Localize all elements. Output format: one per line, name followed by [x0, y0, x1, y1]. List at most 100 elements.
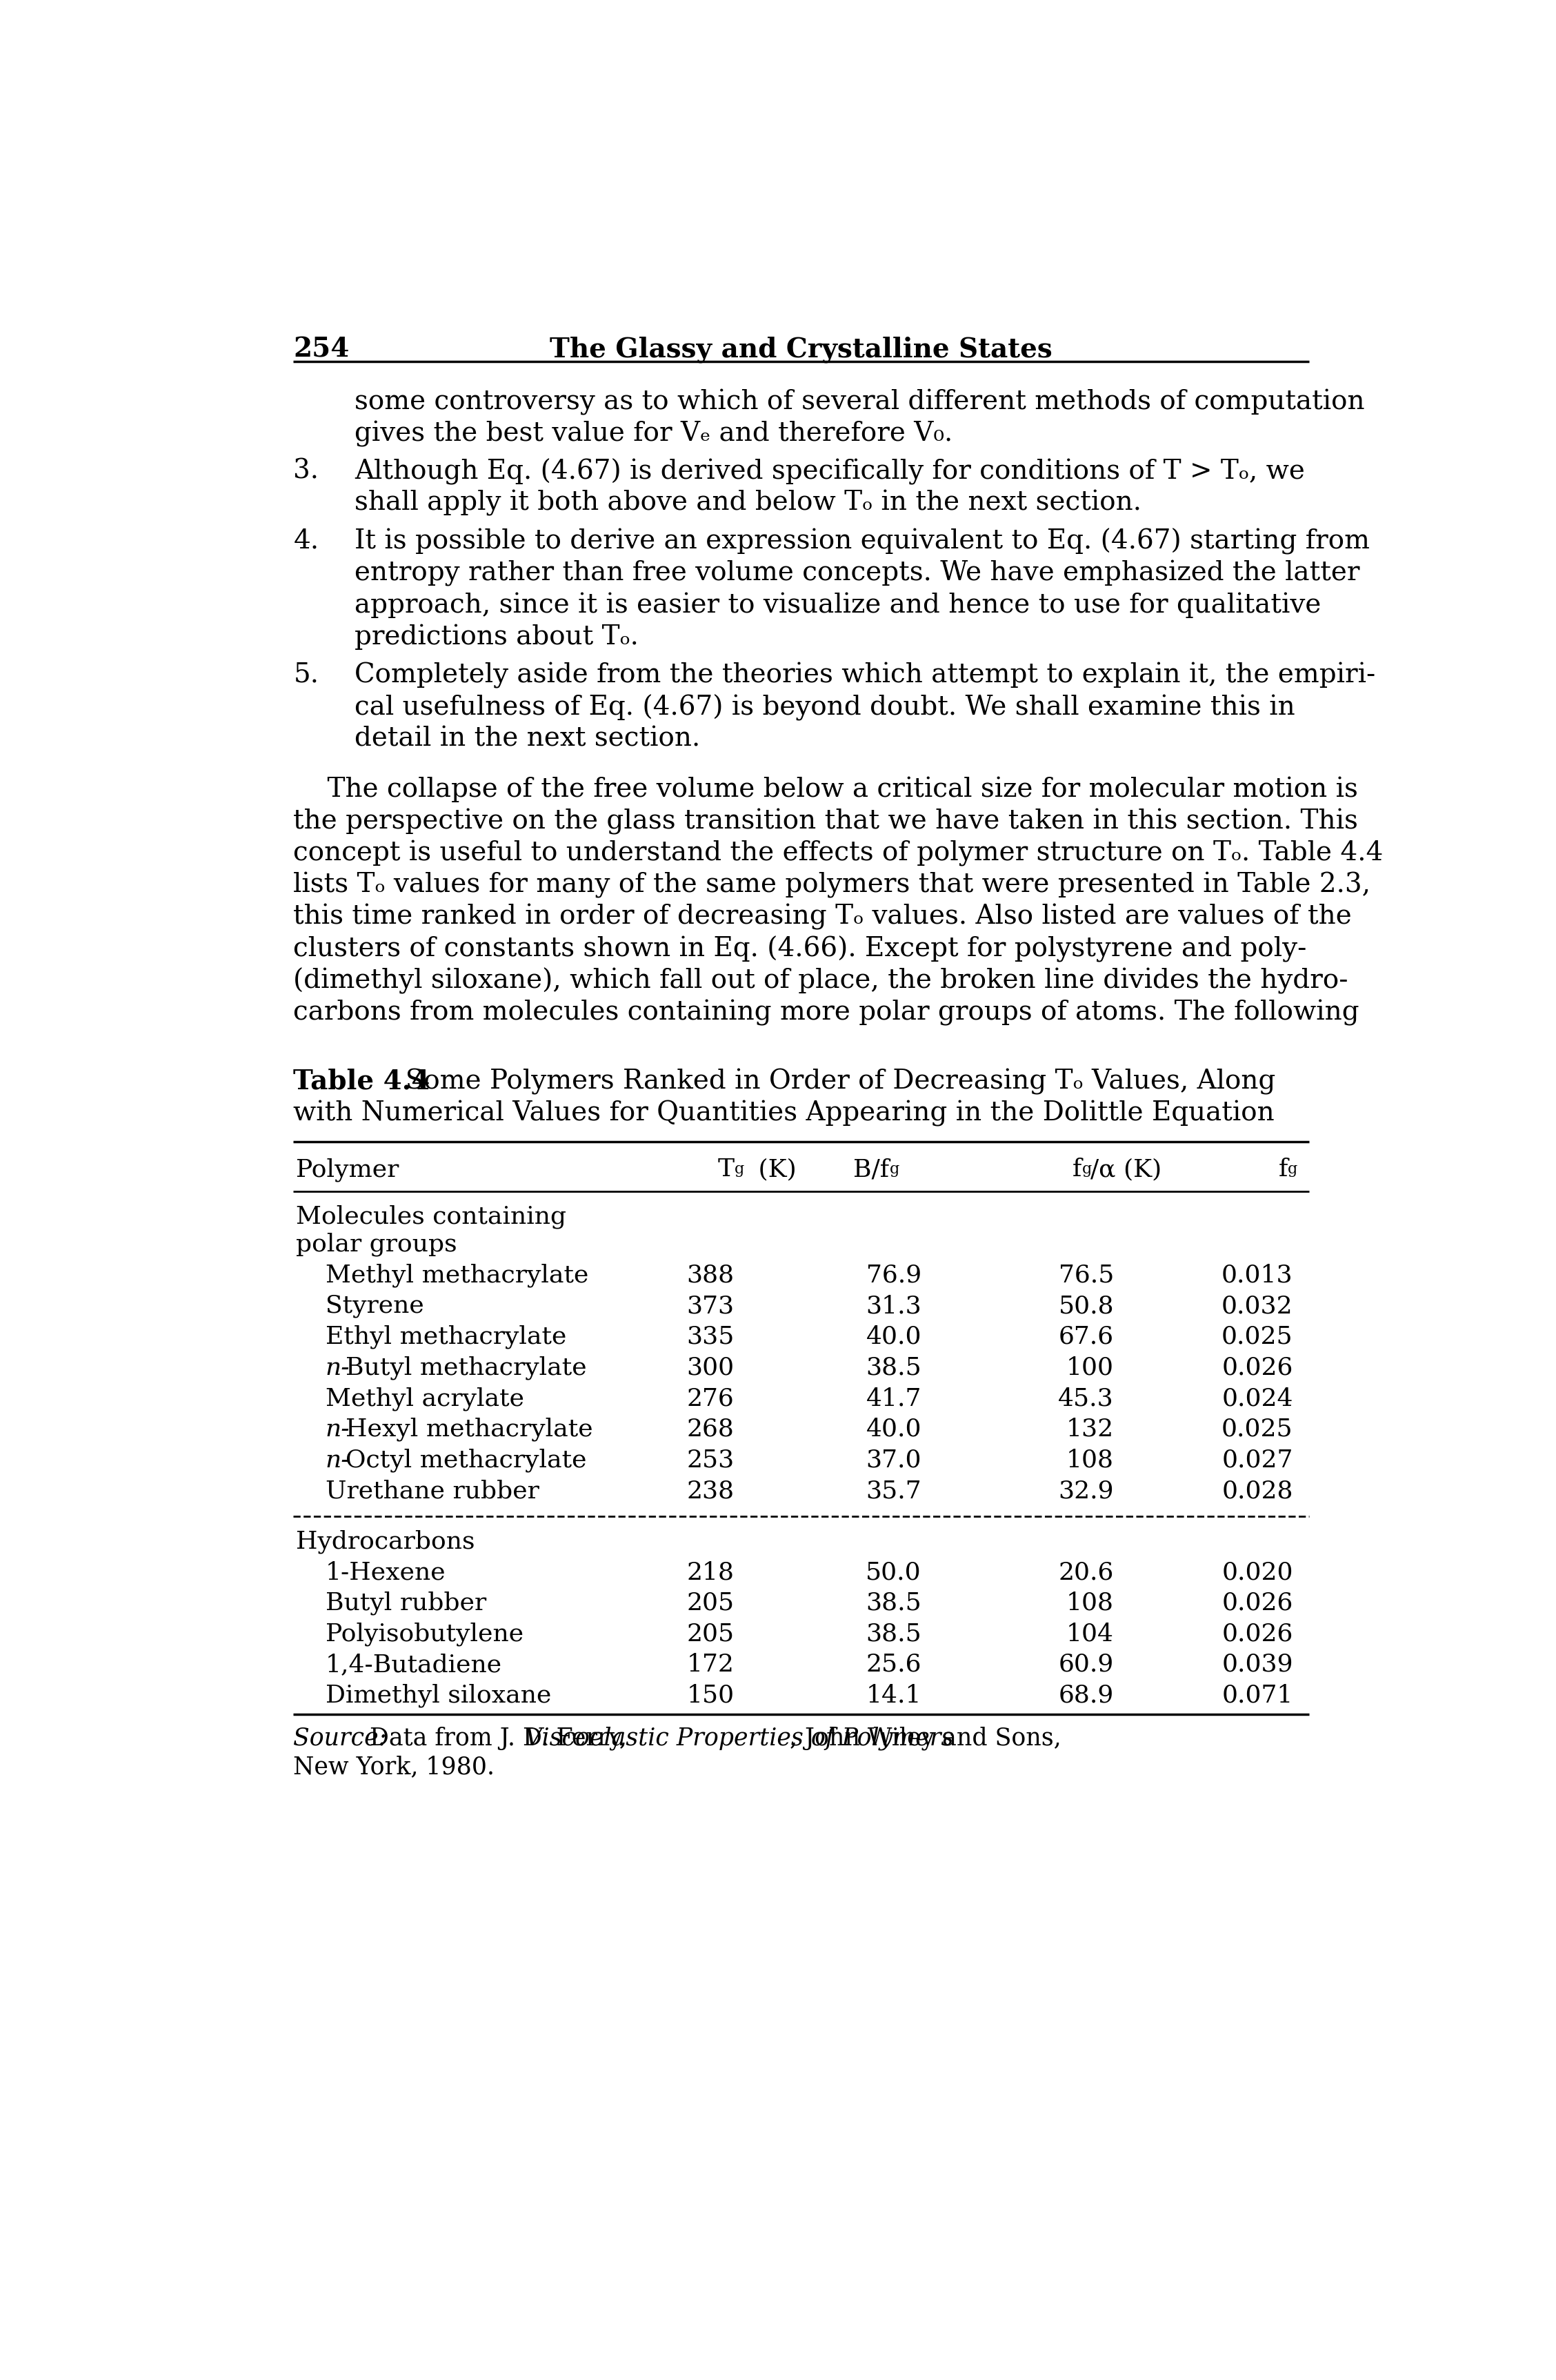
Text: Source:: Source: — [294, 1726, 387, 1749]
Text: 76.5: 76.5 — [1058, 1264, 1114, 1288]
Text: f: f — [1279, 1157, 1288, 1180]
Text: 25.6: 25.6 — [867, 1652, 921, 1676]
Text: n-: n- — [325, 1449, 350, 1471]
Text: The collapse of the free volume below a critical size for molecular motion is: The collapse of the free volume below a … — [294, 776, 1358, 802]
Text: 150: 150 — [686, 1683, 734, 1706]
Text: Polyisobutylene: Polyisobutylene — [325, 1623, 523, 1647]
Text: 0.020: 0.020 — [1221, 1561, 1293, 1585]
Text: 205: 205 — [686, 1623, 734, 1645]
Text: 373: 373 — [686, 1295, 734, 1319]
Text: n-: n- — [325, 1357, 350, 1380]
Text: 31.3: 31.3 — [865, 1295, 921, 1319]
Text: 0.039: 0.039 — [1221, 1652, 1293, 1676]
Text: g: g — [734, 1161, 744, 1178]
Text: 335: 335 — [686, 1326, 734, 1349]
Text: 104: 104 — [1066, 1623, 1114, 1645]
Text: Molecules containing: Molecules containing — [296, 1204, 566, 1228]
Text: 254: 254 — [294, 336, 350, 362]
Text: (dimethyl siloxane), which fall out of place, the broken line divides the hydro-: (dimethyl siloxane), which fall out of p… — [294, 969, 1349, 995]
Text: 20.6: 20.6 — [1058, 1561, 1114, 1585]
Text: 1,4-Butadiene: 1,4-Butadiene — [325, 1652, 503, 1676]
Text: 108: 108 — [1066, 1449, 1114, 1471]
Text: 205: 205 — [686, 1592, 734, 1614]
Text: this time ranked in order of decreasing Tₒ values. Also listed are values of the: this time ranked in order of decreasing … — [294, 904, 1352, 931]
Text: 0.032: 0.032 — [1221, 1295, 1293, 1319]
Text: /α (K): /α (K) — [1091, 1157, 1162, 1180]
Text: 0.028: 0.028 — [1221, 1480, 1293, 1502]
Text: 38.5: 38.5 — [865, 1592, 921, 1614]
Text: Viscoelastic Properties of Polymers: Viscoelastic Properties of Polymers — [524, 1726, 954, 1749]
Text: 37.0: 37.0 — [867, 1449, 921, 1471]
Text: 253: 253 — [686, 1449, 734, 1471]
Text: concept is useful to understand the effects of polymer structure on Tₒ. Table 4.: concept is useful to understand the effe… — [294, 840, 1383, 866]
Text: 60.9: 60.9 — [1058, 1652, 1114, 1676]
Text: 38.5: 38.5 — [865, 1357, 921, 1380]
Text: Data from J. D. Ferry,: Data from J. D. Ferry, — [355, 1726, 635, 1749]
Text: 50.0: 50.0 — [865, 1561, 921, 1585]
Text: 38.5: 38.5 — [865, 1623, 921, 1645]
Text: g: g — [890, 1161, 899, 1178]
Text: Butyl rubber: Butyl rubber — [325, 1592, 487, 1616]
Text: Butyl methacrylate: Butyl methacrylate — [345, 1357, 587, 1380]
Text: some controversy as to which of several different methods of computation: some controversy as to which of several … — [355, 390, 1365, 416]
Text: g: g — [1288, 1161, 1298, 1178]
Text: approach, since it is easier to visualize and hence to use for qualitative: approach, since it is easier to visualiz… — [355, 593, 1321, 619]
Text: predictions about Tₒ.: predictions about Tₒ. — [355, 624, 640, 650]
Text: 0.026: 0.026 — [1221, 1357, 1293, 1380]
Text: 0.071: 0.071 — [1221, 1683, 1293, 1706]
Text: 100: 100 — [1066, 1357, 1114, 1380]
Text: T: T — [717, 1157, 734, 1180]
Text: 238: 238 — [686, 1480, 734, 1502]
Text: (K): (K) — [750, 1157, 797, 1180]
Text: 276: 276 — [686, 1388, 734, 1411]
Text: 0.025: 0.025 — [1221, 1418, 1293, 1440]
Text: cal usefulness of Eq. (4.67) is beyond doubt. We shall examine this in: cal usefulness of Eq. (4.67) is beyond d… — [355, 695, 1296, 721]
Text: 0.027: 0.027 — [1221, 1449, 1293, 1471]
Text: Polymer: Polymer — [296, 1157, 398, 1180]
Text: n-: n- — [325, 1418, 350, 1440]
Text: 68.9: 68.9 — [1058, 1683, 1114, 1706]
Text: clusters of constants shown in Eq. (4.66). Except for polystyrene and poly-: clusters of constants shown in Eq. (4.66… — [294, 935, 1307, 962]
Text: entropy rather than free volume concepts. We have emphasized the latter: entropy rather than free volume concepts… — [355, 559, 1360, 585]
Text: polar groups: polar groups — [296, 1233, 457, 1257]
Text: Hexyl methacrylate: Hexyl methacrylate — [345, 1418, 593, 1442]
Text: New York, 1980.: New York, 1980. — [294, 1756, 495, 1778]
Text: 32.9: 32.9 — [1058, 1480, 1114, 1502]
Text: Octyl methacrylate: Octyl methacrylate — [345, 1449, 587, 1473]
Text: 45.3: 45.3 — [1058, 1388, 1114, 1411]
Text: 0.013: 0.013 — [1221, 1264, 1293, 1288]
Text: 172: 172 — [686, 1652, 734, 1676]
Text: The Glassy and Crystalline States: The Glassy and Crystalline States — [549, 336, 1052, 362]
Text: 50.8: 50.8 — [1058, 1295, 1114, 1319]
Text: Styrene: Styrene — [325, 1295, 423, 1319]
Text: Although Eq. (4.67) is derived specifically for conditions of T > Tₒ, we: Although Eq. (4.67) is derived specifica… — [355, 459, 1305, 486]
Text: 0.026: 0.026 — [1221, 1623, 1293, 1645]
Text: lists Tₒ values for many of the same polymers that were presented in Table 2.3,: lists Tₒ values for many of the same pol… — [294, 871, 1371, 897]
Text: B/f: B/f — [853, 1157, 890, 1180]
Text: 0.026: 0.026 — [1221, 1592, 1293, 1614]
Text: with Numerical Values for Quantities Appearing in the Dolittle Equation: with Numerical Values for Quantities App… — [294, 1100, 1274, 1126]
Text: shall apply it both above and below Tₒ in the next section.: shall apply it both above and below Tₒ i… — [355, 490, 1142, 516]
Text: 1-Hexene: 1-Hexene — [325, 1561, 447, 1585]
Text: gives the best value for Vₑ and therefore V₀.: gives the best value for Vₑ and therefor… — [355, 421, 952, 447]
Text: detail in the next section.: detail in the next section. — [355, 726, 700, 752]
Text: 388: 388 — [686, 1264, 734, 1288]
Text: 300: 300 — [686, 1357, 734, 1380]
Text: 4.: 4. — [294, 528, 319, 555]
Text: g: g — [1081, 1161, 1092, 1178]
Text: 108: 108 — [1066, 1592, 1114, 1614]
Text: 40.0: 40.0 — [867, 1418, 921, 1440]
Text: 76.9: 76.9 — [867, 1264, 921, 1288]
Text: Some Polymers Ranked in Order of Decreasing Tₒ Values, Along: Some Polymers Ranked in Order of Decreas… — [389, 1069, 1276, 1095]
Text: 14.1: 14.1 — [867, 1683, 921, 1706]
Text: f: f — [1072, 1157, 1081, 1180]
Text: 268: 268 — [686, 1418, 734, 1440]
Text: the perspective on the glass transition that we have taken in this section. This: the perspective on the glass transition … — [294, 809, 1358, 835]
Text: Ethyl methacrylate: Ethyl methacrylate — [325, 1326, 566, 1349]
Text: 35.7: 35.7 — [865, 1480, 921, 1502]
Text: Dimethyl siloxane: Dimethyl siloxane — [325, 1683, 551, 1706]
Text: 40.0: 40.0 — [867, 1326, 921, 1349]
Text: Hydrocarbons: Hydrocarbons — [296, 1530, 475, 1554]
Text: Methyl acrylate: Methyl acrylate — [325, 1388, 524, 1411]
Text: 218: 218 — [686, 1561, 734, 1585]
